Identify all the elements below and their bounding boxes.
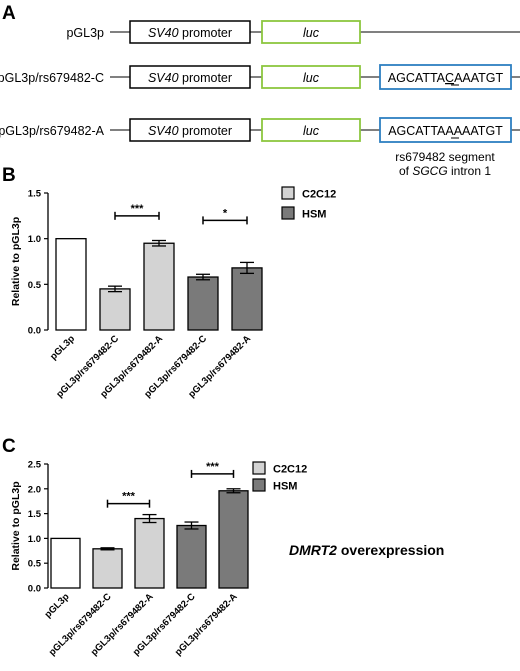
chart-b-legend-swatch-1 <box>281 186 295 200</box>
sv40-promoter-box-3 <box>129 118 251 142</box>
chart-b-bar-3 <box>143 242 175 331</box>
panel-a: A pGL3p SV40 promoter luc pGL3p/rs679482… <box>0 3 520 178</box>
chart-c-sig-label-2: *** <box>206 461 220 473</box>
luc-box-1 <box>261 20 361 44</box>
luc-box-3 <box>261 118 361 142</box>
chart-b-y-tick-label: 1.5 <box>28 189 42 200</box>
chart-b-bar-5 <box>231 267 263 331</box>
chart-c-legend-label-2: HSM <box>273 481 297 493</box>
chart-b-legend-label-1: C2C12 <box>302 189 336 201</box>
chart-b-y-tick-label: 0.5 <box>28 280 42 291</box>
chart-c-y-tick-label: 2.0 <box>28 484 41 495</box>
chart-c-bar-3 <box>134 517 165 589</box>
chart-c-category-label-1: pGL3p <box>43 591 72 620</box>
chart-c-bar-4 <box>176 524 207 589</box>
chart-b-sig-label-1: *** <box>131 203 145 215</box>
overexpression-annotation: DMRT2 overexpression <box>289 542 444 558</box>
chart-c-y-tick-label: 2.5 <box>28 460 42 471</box>
construct-row-2: pGL3p/rs679482-C SV40 promoter luc AGCAT… <box>0 64 520 90</box>
chart-c-bar-5 <box>218 490 249 589</box>
construct-name-1: pGL3p <box>66 26 104 40</box>
chart-c-sig-label-1: *** <box>122 491 136 503</box>
luc-box-2 <box>261 65 361 89</box>
construct-name-3: pGL3p/rs679482-A <box>0 124 105 138</box>
chart-b-bar-1 <box>55 238 87 331</box>
chart-b-legend-swatch-2 <box>281 206 295 220</box>
insert-sequence-3: AGCATTAAAAATGT <box>388 124 503 138</box>
chart-c-bar-2 <box>92 548 123 589</box>
luc-label-2: luc <box>303 71 320 85</box>
chart-b-y-axis-label: Relative to pGL3p <box>10 217 22 306</box>
chart-c-legend-swatch-1 <box>252 461 266 475</box>
chart-b-y-tick-label: 1.0 <box>28 234 41 245</box>
construct-name-2: pGL3p/rs679482-C <box>0 71 104 85</box>
luc-label-1: luc <box>303 26 320 40</box>
panel-a-label: A <box>2 3 16 24</box>
sv40-promoter-box-1 <box>129 20 251 44</box>
chart-c-bar-1 <box>50 537 81 589</box>
sv40-promoter-label-1: SV40 promoter <box>148 26 232 40</box>
chart-c-legend-swatch-2 <box>252 478 266 492</box>
chart-b-bar-4 <box>187 276 219 331</box>
chart-b-legend-label-2: HSM <box>302 209 326 221</box>
chart-c-legend-label-1: C2C12 <box>273 464 307 476</box>
chart-c-y-tick-label: 1.5 <box>28 509 42 520</box>
chart-c-y-axis-label: Relative to pGL3p <box>10 481 22 570</box>
panel-c-label: C <box>2 436 16 457</box>
chart-c-y-tick-label: 0.0 <box>28 584 41 595</box>
construct-row-3: pGL3p/rs679482-A SV40 promoter luc AGCAT… <box>0 117 520 143</box>
insert-box-2 <box>379 64 512 90</box>
chart-b-y-tick-label: 0.0 <box>28 326 41 337</box>
panel-b-label: B <box>2 165 16 186</box>
construct-row-1: pGL3p SV40 promoter luc <box>66 20 520 44</box>
chart-b-bar-2 <box>99 288 131 331</box>
chart-b-category-label-1: pGL3p <box>48 333 77 362</box>
insert-caption-line-1: rs679482 segment <box>395 150 495 164</box>
sv40-promoter-box-2 <box>129 65 251 89</box>
sv40-promoter-label-3: SV40 promoter <box>148 124 232 138</box>
chart-c-y-tick-label: 0.5 <box>28 559 42 570</box>
chart-b-sig-label-2: * <box>223 207 228 219</box>
chart-c-y-tick-label: 1.0 <box>28 534 41 545</box>
insert-sequence-2: AGCATTACAAATGT <box>388 71 504 85</box>
chart-c: 0.0 0.5 1.0 1.5 2.0 2.5 Relative to pGL3p pGL3p… <box>10 460 307 659</box>
insert-caption-line-2: of SGCG intron 1 <box>399 164 491 178</box>
panel-c: C 0.0 0.5 1.0 1.5 2.0 2.5 Relative to pGL3p pGL… <box>2 436 444 658</box>
luc-label-3: luc <box>303 124 320 138</box>
insert-box-3 <box>379 117 512 143</box>
sv40-promoter-label-2: SV40 promoter <box>148 71 232 85</box>
